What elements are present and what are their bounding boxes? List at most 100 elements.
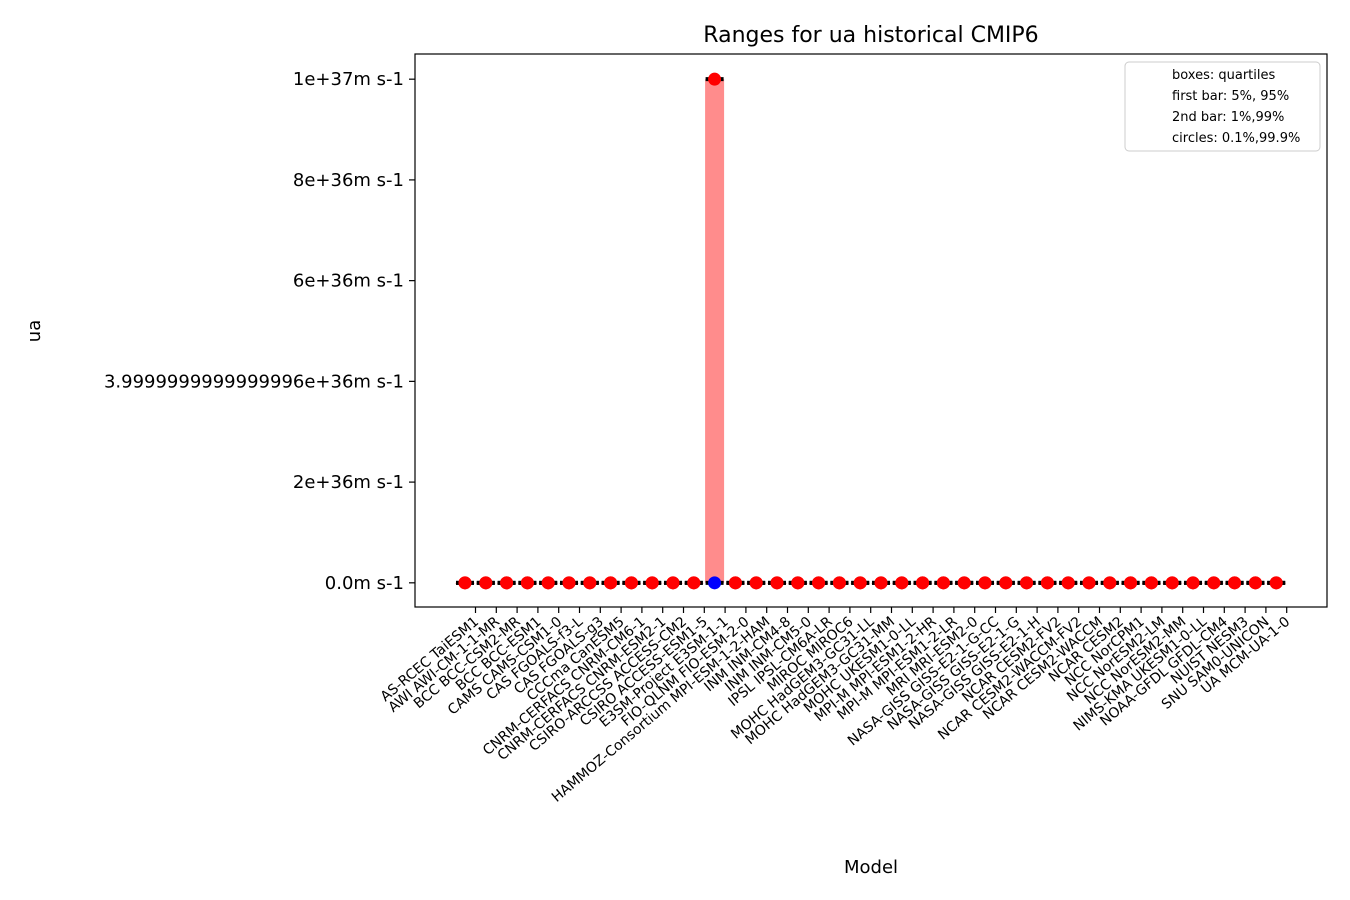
circle-low xyxy=(562,576,576,590)
y-tick-label: 8e+36m s-1 xyxy=(293,170,404,191)
model-range-inm-inm-cm5-0 xyxy=(788,576,808,590)
model-range-cccma-canesm5 xyxy=(601,576,621,590)
model-range-bcc-bcc-esm1 xyxy=(517,576,537,590)
model-range-inm-inm-cm4-8 xyxy=(767,576,787,590)
legend-entry-first-bar: first bar: 5%, 95% xyxy=(1172,89,1289,104)
circle-low xyxy=(1248,576,1262,590)
model-range-mohc-hadgem3-gc31-ll xyxy=(850,576,870,590)
circle-low xyxy=(1061,576,1075,590)
legend-entry-second-bar: 2nd bar: 1%,99% xyxy=(1172,110,1284,125)
y-tick-label: 1e+37m s-1 xyxy=(293,69,404,90)
y-tick-label: 6e+36m s-1 xyxy=(293,271,404,292)
circle-low xyxy=(520,576,534,590)
circle-low xyxy=(500,576,514,590)
model-range-cnrm-cerfacs-cnrm-cm6-1 xyxy=(621,576,641,590)
circle-low xyxy=(1040,576,1054,590)
model-range-mohc-hadgem3-gc31-mm xyxy=(871,576,891,590)
circle-low xyxy=(1124,576,1138,590)
circle-high xyxy=(708,72,722,86)
model-range-bcc-bcc-csm2-mr xyxy=(497,576,517,590)
model-range-ua-mcm-ua-1-0 xyxy=(1266,576,1286,590)
model-range-cas-fgoals-f3-l xyxy=(559,576,579,590)
circle-low xyxy=(1165,576,1179,590)
model-range-awi-awi-cm-1-1-mr xyxy=(476,576,496,590)
model-range-fio-qlnm-fio-esm-2-0 xyxy=(725,576,745,590)
circle-low xyxy=(479,576,493,590)
circle-low xyxy=(1082,576,1096,590)
model-range-ncc-norcpm1 xyxy=(1121,576,1141,590)
circle-low xyxy=(999,576,1013,590)
model-range-noaa-gfdl-gfdl-cm4 xyxy=(1204,576,1224,590)
circle-low xyxy=(1186,576,1200,590)
model-range-ncar-cesm2-waccm xyxy=(1079,576,1099,590)
circle-low xyxy=(1144,576,1158,590)
circle-low xyxy=(895,576,909,590)
y-tick-label: 3.9999999999999996e+36m s-1 xyxy=(104,371,404,392)
model-range-hammoz-consortium-mpi-esm-1-2-ham xyxy=(746,576,766,590)
y-tick-label: 2e+36m s-1 xyxy=(293,472,404,493)
circle-low xyxy=(1228,576,1242,590)
model-range-as-rcec-taiesm1 xyxy=(455,576,475,590)
circle-low xyxy=(1020,576,1034,590)
circle-low xyxy=(1207,576,1221,590)
circle-low xyxy=(728,576,742,590)
model-range-csiro-arccss-access-cm2 xyxy=(663,576,683,590)
y-tick-label: 0.0m s-1 xyxy=(325,573,404,594)
circle-low xyxy=(1103,576,1117,590)
model-range-ncar-cesm2 xyxy=(1100,576,1120,590)
model-range-snu-sam0-unicon xyxy=(1245,576,1265,590)
model-range-mpi-m-mpi-esm1-2-lr xyxy=(933,576,953,590)
model-range-cas-fgoals-g3 xyxy=(580,576,600,590)
circle-low xyxy=(458,576,472,590)
model-range-cnrm-cerfacs-cnrm-esm2-1 xyxy=(642,576,662,590)
circle-low xyxy=(978,576,992,590)
legend-entry-boxes: boxes: quartiles xyxy=(1172,68,1276,83)
model-range-mri-mri-esm2-0 xyxy=(954,576,974,590)
model-range-ncar-cesm2-fv2 xyxy=(1037,576,1057,590)
model-range-nasa-giss-giss-e2-1-g xyxy=(996,576,1016,590)
circle-low xyxy=(957,576,971,590)
circle-low xyxy=(749,576,763,590)
model-range-nuist-nesm3 xyxy=(1225,576,1245,590)
model-range-mpi-m-mpi-esm1-2-hr xyxy=(913,576,933,590)
model-range-csiro-access-esm1-5 xyxy=(684,576,704,590)
circle-low xyxy=(708,576,722,590)
model-range-e3sm-project-e3sm-1-1 xyxy=(705,72,725,590)
circle-low xyxy=(604,576,618,590)
circle-low xyxy=(541,576,555,590)
quartile-box xyxy=(705,79,725,583)
model-range-mohc-ukesm1-0-ll xyxy=(892,576,912,590)
circle-low xyxy=(770,576,784,590)
model-range-ipsl-ipsl-cm6a-lr xyxy=(809,576,829,590)
model-range-nasa-giss-giss-e2-1-h xyxy=(1017,576,1037,590)
model-range-ncc-noresm2-mm xyxy=(1162,576,1182,590)
model-range-nasa-giss-giss-e2-1-g-cc xyxy=(975,576,995,590)
circle-low xyxy=(916,576,930,590)
legend: boxes: quartiles first bar: 5%, 95% 2nd … xyxy=(1124,61,1321,152)
model-range-ncc-noresm2-lm xyxy=(1141,576,1161,590)
plot-marks xyxy=(455,72,1286,590)
circle-low xyxy=(666,576,680,590)
circle-low xyxy=(624,576,638,590)
y-axis: 0.0m s-1 2e+36m s-1 3.9999999999999996e+36… xyxy=(104,69,415,594)
circle-low xyxy=(853,576,867,590)
circle-low xyxy=(645,576,659,590)
x-axis-label: Model xyxy=(844,857,898,878)
circle-low xyxy=(936,576,950,590)
chart-title: Ranges for ua historical CMIP6 xyxy=(703,23,1038,48)
circle-low xyxy=(687,576,701,590)
model-range-nims-kma-ukesm1-0-ll xyxy=(1183,576,1203,590)
circle-low xyxy=(583,576,597,590)
model-range-ncar-cesm2-waccm-fv2 xyxy=(1058,576,1078,590)
circle-low xyxy=(874,576,888,590)
circle-low xyxy=(791,576,805,590)
circle-low xyxy=(1269,576,1283,590)
legend-entry-circles: circles: 0.1%,99.9% xyxy=(1172,131,1300,146)
y-axis-label: ua xyxy=(24,320,45,342)
circle-low xyxy=(812,576,826,590)
legend-frame xyxy=(1124,61,1321,152)
circle-low xyxy=(832,576,846,590)
model-range-cams-cams-csm1-0 xyxy=(538,576,558,590)
